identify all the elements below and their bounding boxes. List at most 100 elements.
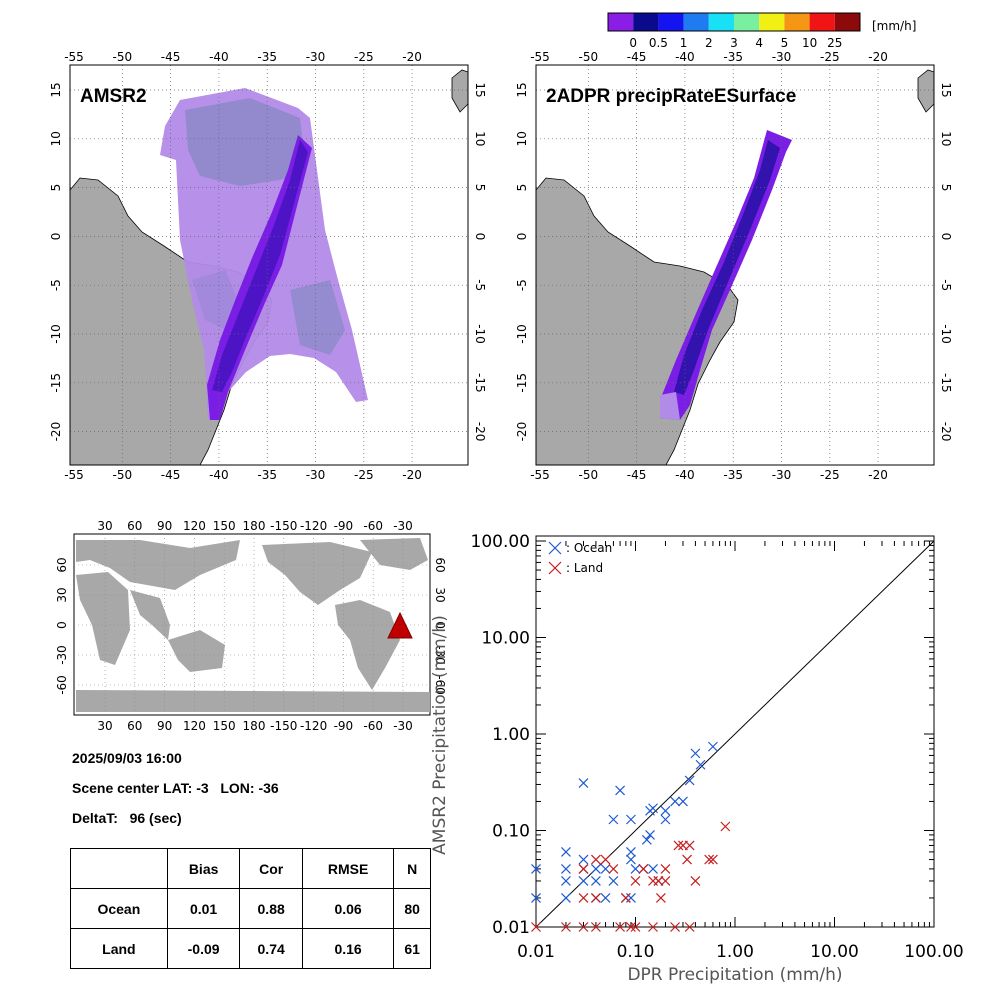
- ocean-point: [684, 775, 695, 786]
- lon-tick-label: 180: [243, 519, 266, 533]
- lat-tick-label: 10: [939, 131, 953, 146]
- lon-tick-label: 180: [243, 719, 266, 733]
- amsr2-map-panel: AMSR2 -55-55-50-50-45-45-40-40-35-35-30-…: [49, 50, 487, 482]
- lon-tick-label: -55: [64, 468, 84, 482]
- ocean-point: [630, 863, 641, 874]
- land-point: [615, 922, 626, 932]
- land-point: [578, 893, 589, 903]
- ocean-point: [608, 876, 619, 886]
- colorbar-swatch: [683, 13, 709, 31]
- header-cell: Bias: [166, 848, 241, 889]
- delta-t: DeltaT: 96 (sec): [72, 810, 182, 826]
- dpr-map-panel: 2ADPR precipRateESurface -55-55-50-50-45…: [515, 50, 953, 482]
- lon-tick-label: -50: [578, 50, 598, 64]
- colorbar-swatch: [608, 13, 634, 31]
- ocean-point: [590, 863, 601, 874]
- lon-tick-label: -55: [530, 50, 550, 64]
- x-axis-label: DPR Precipitation (mm/h): [627, 965, 842, 985]
- land-point: [626, 922, 636, 932]
- ocean-point: [678, 796, 688, 807]
- y-tick-label: 10.00: [481, 629, 530, 649]
- header-cell: [70, 848, 168, 889]
- map-axis-labels: -55-55-50-50-45-45-40-40-35-35-30-30-25-…: [515, 50, 953, 482]
- land-point: [660, 863, 671, 874]
- lon-tick-label: 90: [157, 719, 172, 733]
- scatter-legend: : Ocean : Land: [548, 541, 612, 575]
- y-tick-label: 0.10: [492, 822, 530, 842]
- land-point: [684, 922, 695, 932]
- colorbar-swatch: [809, 13, 835, 31]
- lat-tick-label: 10: [473, 131, 487, 146]
- map-axis-labels: -55-55-50-50-45-45-40-40-35-35-30-30-25-…: [49, 50, 487, 482]
- land-point: [682, 854, 693, 865]
- lon-tick-label: -45: [161, 468, 181, 482]
- land-point: [660, 876, 671, 886]
- dpr-swath: [660, 130, 792, 420]
- ocean-point: [600, 863, 611, 874]
- world-axis-labels: 303060609090120120150150180180-150-150-1…: [55, 519, 447, 733]
- land-point: [653, 876, 664, 886]
- ocean-point: [660, 805, 671, 816]
- y-tick-label: 100.00: [471, 532, 530, 552]
- lat-tick-label: -20: [473, 422, 487, 442]
- lat-tick-label: 0: [49, 233, 63, 241]
- land-point: [708, 854, 718, 865]
- lat-tick-label: -5: [473, 279, 487, 291]
- lon-tick-label: -20: [868, 468, 888, 482]
- lat-tick-label: 60: [55, 557, 69, 572]
- lon-tick-label: -60: [363, 519, 383, 533]
- lon-tick-label: -20: [868, 50, 888, 64]
- lat-tick-label: -15: [49, 373, 63, 393]
- land-point: [690, 876, 701, 886]
- ocean-point: [641, 834, 652, 845]
- lon-tick-label: -30: [306, 468, 326, 482]
- land-point: [608, 863, 619, 874]
- map-title-amsr2: AMSR2: [80, 86, 147, 107]
- ocean-point: [590, 876, 601, 886]
- lat-tick-label: -5: [49, 279, 63, 291]
- colorbar-label: 5: [781, 36, 789, 50]
- lon-tick-label: -50: [578, 468, 598, 482]
- lon-tick-label: -30: [772, 468, 792, 482]
- land-point: [590, 922, 601, 932]
- scatter-points: [531, 741, 731, 932]
- lat-tick-label: 15: [473, 82, 487, 97]
- lon-tick-label: -55: [64, 50, 84, 64]
- lon-tick-label: 30: [97, 719, 112, 733]
- lon-tick-label: 150: [213, 719, 236, 733]
- lon-tick-label: 120: [183, 719, 206, 733]
- ocean-point: [561, 863, 571, 874]
- colorbar-swatch: [633, 13, 659, 31]
- lat-tick-label: -5: [515, 279, 529, 291]
- ocean-point: [660, 814, 671, 825]
- ocean-point: [626, 854, 636, 865]
- y-tick-label: 1.00: [492, 725, 530, 745]
- lat-tick-label: -10: [939, 324, 953, 344]
- lat-tick-label: 15: [515, 82, 529, 97]
- table-cell: 0.88: [239, 888, 303, 929]
- colorbar-swatch: [834, 13, 860, 31]
- x-tick-label: 0.01: [517, 942, 555, 962]
- ocean-point: [531, 863, 541, 874]
- lon-tick-label: -45: [627, 468, 647, 482]
- colorbar-swatch: [734, 13, 760, 31]
- table-cell: -0.09: [166, 928, 241, 969]
- land-point: [578, 922, 589, 932]
- scene-center: Scene center LAT: -3 LON: -36: [72, 780, 279, 796]
- legend-ocean-marker: [548, 541, 562, 555]
- legend-land-label: : Land: [566, 561, 603, 575]
- map-border: [69, 64, 469, 466]
- colorbar-border: [607, 12, 861, 32]
- table-header-row: Bias Cor RMSE N: [70, 848, 431, 889]
- land-point: [561, 922, 571, 932]
- ocean-point: [531, 893, 541, 903]
- lat-tick-label: -5: [939, 279, 953, 291]
- lon-tick-label: 120: [183, 519, 206, 533]
- lon-tick-label: -50: [112, 468, 132, 482]
- colorbar-swatch: [708, 13, 734, 31]
- lon-tick-label: 60: [127, 519, 142, 533]
- lon-tick-label: 150: [213, 519, 236, 533]
- lon-tick-label: -35: [257, 50, 277, 64]
- lon-tick-label: -40: [675, 468, 695, 482]
